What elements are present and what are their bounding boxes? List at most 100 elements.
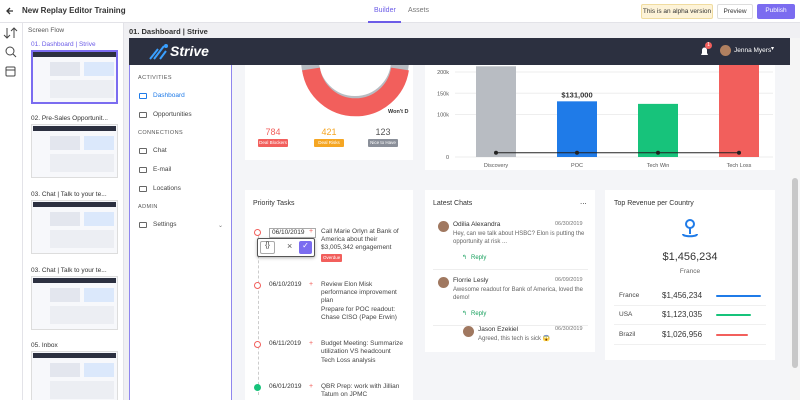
thumb-header bbox=[33, 278, 116, 283]
publish-button[interactable]: Publish bbox=[757, 4, 795, 19]
row-divider bbox=[614, 324, 766, 325]
nav-icon bbox=[139, 222, 147, 228]
nav-item[interactable]: Locations bbox=[153, 185, 181, 192]
cancel-button[interactable]: × bbox=[287, 241, 293, 251]
notification-badge: 1 bbox=[705, 42, 712, 49]
y-tick-label: 0 bbox=[446, 155, 449, 161]
thumb-block bbox=[84, 288, 114, 302]
task-plus: + bbox=[309, 281, 314, 288]
x-tick-label: Tech Win bbox=[647, 163, 670, 169]
chat-name: Odilia Alexandra bbox=[453, 221, 501, 228]
chat-text: Agreed, this tech is sick 😱 bbox=[478, 336, 551, 342]
tab-builder[interactable]: Builder bbox=[374, 7, 396, 14]
app-sidebar bbox=[130, 65, 232, 400]
value-label: $131,000 bbox=[561, 90, 592, 99]
trend-point bbox=[737, 150, 741, 155]
scrollbar bbox=[790, 38, 800, 400]
thumb-block bbox=[50, 62, 80, 76]
nav-section: CONNECTIONS bbox=[138, 130, 184, 136]
nav-item[interactable]: Chat bbox=[153, 147, 167, 154]
task-date: 06/11/2019 bbox=[269, 340, 302, 347]
reply-link[interactable]: Reply bbox=[471, 311, 487, 317]
y-tick-label: 100k bbox=[437, 113, 449, 119]
country-value: $1,026,956 bbox=[662, 330, 703, 339]
x-tick-label: POC bbox=[571, 163, 583, 169]
thumb-block bbox=[84, 136, 114, 150]
trend-point bbox=[494, 150, 498, 155]
thumb-block bbox=[50, 288, 80, 302]
preview-button[interactable]: Preview bbox=[717, 4, 753, 19]
row-divider bbox=[614, 305, 766, 306]
donut bbox=[301, 65, 409, 117]
nav-icon bbox=[139, 93, 147, 99]
country-value: $1,456,234 bbox=[662, 291, 703, 300]
task-status bbox=[254, 282, 261, 289]
app-logo: Strive bbox=[170, 43, 209, 59]
task-date: 06/10/2019 bbox=[269, 281, 302, 288]
tab-assets[interactable]: Assets bbox=[408, 7, 430, 14]
nav-item[interactable]: Settings bbox=[153, 221, 177, 228]
chats-menu[interactable]: ... bbox=[580, 197, 587, 206]
nav-item[interactable]: E-mail bbox=[153, 166, 172, 173]
thumb-block bbox=[50, 306, 114, 324]
user-avatar bbox=[720, 45, 731, 56]
task-text: Tech Loss analysis bbox=[321, 357, 376, 364]
country-bar bbox=[716, 295, 761, 297]
stat-badge: Deal Risks bbox=[314, 139, 344, 147]
logo-mark bbox=[149, 44, 168, 60]
bar bbox=[476, 66, 516, 157]
nav-icon bbox=[139, 186, 147, 192]
thumb-block bbox=[50, 381, 114, 399]
bar bbox=[557, 101, 597, 157]
scroll-thumb[interactable] bbox=[792, 178, 798, 368]
nav-item[interactable]: Opportunities bbox=[153, 111, 192, 118]
trend-point bbox=[656, 150, 660, 155]
task-status bbox=[254, 384, 261, 391]
nav-section: ACTIVITIES bbox=[138, 75, 172, 81]
bell-icon[interactable] bbox=[698, 45, 712, 59]
screen-flow-title: Screen Flow bbox=[28, 27, 65, 34]
task-text: Review Elon Misk performance improvement… bbox=[321, 281, 397, 305]
revenue-card: 0100k150k200k$213,488Discovery$131,000PO… bbox=[425, 65, 775, 170]
thumb-block bbox=[84, 363, 114, 377]
stat-value: 421 bbox=[321, 127, 337, 137]
task-text: Prepare for POC readout: Chase CISO (Pap… bbox=[321, 306, 397, 322]
nav-section: ADMIN bbox=[138, 204, 158, 210]
stat-value: 123 bbox=[375, 127, 391, 137]
country-bar bbox=[716, 314, 751, 316]
canvas-title: 01. Dashboard | Strive bbox=[129, 27, 208, 36]
y-tick-label: 150k bbox=[437, 91, 449, 97]
thumb-header bbox=[33, 202, 116, 207]
icon-rail bbox=[3, 23, 23, 400]
donut-label: Won't D bbox=[388, 109, 409, 115]
flow-item-label: 05. Inbox bbox=[31, 342, 58, 349]
confirm-button[interactable]: ✓ bbox=[299, 241, 312, 254]
task-date: 06/10/2019 bbox=[269, 228, 316, 239]
task-badge: Overdue bbox=[321, 254, 343, 262]
task-text: Budget Meeting: Summarize utilization VS… bbox=[321, 340, 404, 356]
back-icon[interactable] bbox=[5, 6, 15, 16]
x-tick-label: Tech Loss bbox=[727, 163, 752, 169]
tab-underline bbox=[368, 21, 401, 23]
nav-item[interactable]: Dashboard bbox=[153, 92, 185, 99]
task-plus: + bbox=[309, 228, 314, 235]
thumb-block bbox=[50, 154, 114, 172]
reply-link[interactable]: Reply bbox=[471, 255, 487, 261]
user-name[interactable]: Jenna Myers bbox=[734, 47, 772, 54]
country-bar bbox=[716, 334, 748, 336]
task-text: QBR Prep: work with Jillian Tatum on JPM… bbox=[321, 383, 400, 399]
thumb-block bbox=[84, 62, 114, 76]
nav-icon bbox=[139, 148, 147, 154]
thumb-block bbox=[50, 212, 80, 226]
flow-item-label: 03. Chat | Talk to your te... bbox=[31, 267, 107, 274]
stat-badge: Nice to Have bbox=[368, 139, 398, 147]
flow-item-label: 01. Dashboard | Strive bbox=[31, 41, 96, 48]
settings-caret: ⌄ bbox=[218, 223, 224, 229]
chat-date: 06/30/2019 bbox=[555, 326, 583, 332]
code-button[interactable]: {} bbox=[260, 241, 275, 254]
panel-divider bbox=[123, 23, 124, 400]
chat-divider bbox=[433, 325, 588, 326]
flow-item-label: 03. Chat | Talk to your te... bbox=[31, 191, 107, 198]
tasks-card bbox=[245, 190, 413, 400]
chat-avatar bbox=[438, 221, 449, 232]
